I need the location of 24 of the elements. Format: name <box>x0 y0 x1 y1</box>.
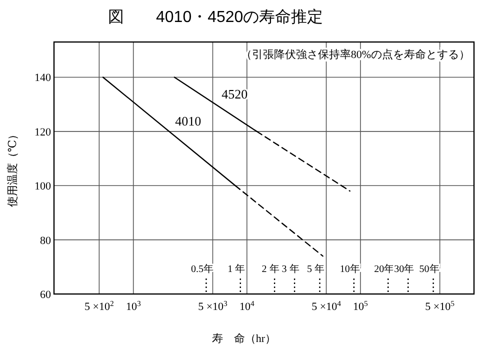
ref-line-label: 10年 <box>340 263 360 275</box>
ref-line-label: 5 年 <box>306 263 324 275</box>
chart-title: 図 4010・4520の寿命推定 <box>108 8 324 26</box>
x-tick-label: 5 ×10$^{2}$ <box>84 298 114 313</box>
x-tick-label: 5 ×10$^{4}$ <box>312 298 342 313</box>
ref-line-label: 2 年 <box>262 263 280 275</box>
y-tick-label: 100 <box>34 180 52 193</box>
x-tick-label: 10$^{5}$ <box>353 298 368 313</box>
x-tick-label: 10$^{4}$ <box>239 298 254 313</box>
y-tick-label: 120 <box>34 126 52 138</box>
ref-line-label: 3 年 <box>282 263 300 275</box>
y-tick-label: 140 <box>34 72 52 84</box>
ref-line-label: 20年 <box>374 263 394 275</box>
y-tick-label: 60 <box>40 289 52 301</box>
ref-line-label: 1 年 <box>228 263 246 275</box>
series-label: 4010 <box>175 113 202 128</box>
x-axis-title: 寿 命（hr） <box>212 333 276 345</box>
x-tick-label: 5 ×10$^{5}$ <box>425 298 455 313</box>
y-axis-title: 使用温度（℃） <box>6 128 19 208</box>
ref-line-label: 30年 <box>394 263 414 275</box>
x-tick-label: 10$^{3}$ <box>126 298 141 313</box>
y-tick-label: 80 <box>40 234 52 247</box>
x-tick-label: 5 ×10$^{3}$ <box>198 298 228 313</box>
ref-line-label: 50年 <box>419 263 440 275</box>
